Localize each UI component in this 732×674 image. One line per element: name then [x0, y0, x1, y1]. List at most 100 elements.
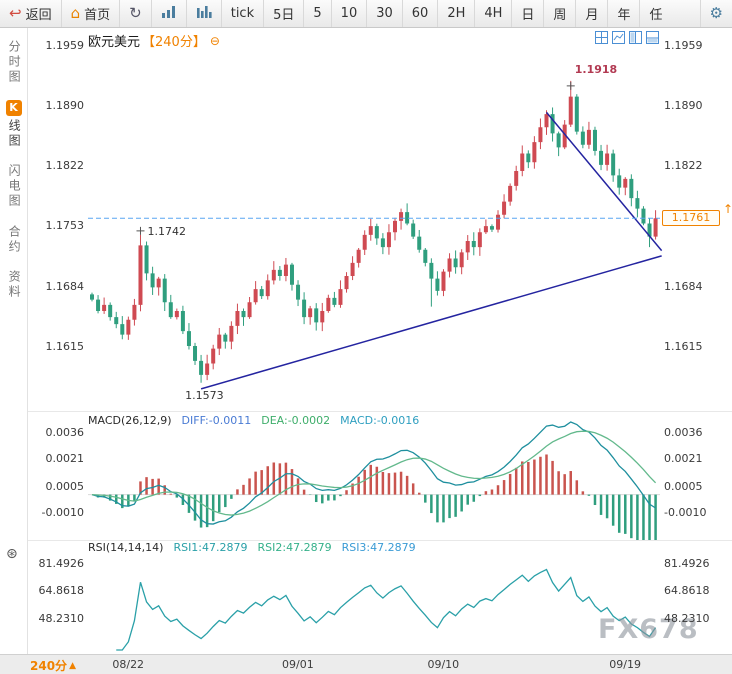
candle-body: [150, 273, 155, 288]
candle-body: [314, 308, 319, 323]
candle-body: [393, 220, 397, 233]
candle-body: [605, 153, 610, 165]
candle-body: [502, 201, 507, 215]
period-week-button[interactable]: 周: [543, 0, 575, 27]
axis-tick-label: 64.8618: [664, 584, 710, 598]
sidebar-item-contract[interactable]: 合约: [0, 225, 27, 258]
candle-body: [229, 325, 234, 342]
candle-body: [599, 150, 604, 165]
period-10-button[interactable]: 10: [330, 0, 367, 27]
sidebar-item-label: 分时图: [7, 40, 22, 85]
candle-body: [429, 262, 434, 279]
candle-body: [144, 245, 149, 274]
period-60-button[interactable]: 60: [401, 0, 438, 27]
footer-period-selector[interactable]: 240分 ▲: [30, 657, 76, 674]
axis-tick-label: 1.1822: [45, 158, 85, 172]
candle-body: [96, 299, 101, 311]
candle-body: [586, 129, 591, 145]
collapse-icon[interactable]: ⊖: [209, 33, 220, 48]
bottom-bar: 240分 ▲ 08/22 09/01 09/10 09/19: [0, 654, 732, 674]
layout-chart-icon[interactable]: [612, 30, 626, 44]
back-button[interactable]: ↩ 返回: [0, 0, 61, 27]
candle-body: [550, 114, 555, 134]
candle-body: [247, 302, 252, 318]
candle-body: [320, 311, 325, 323]
price-annotation-spike: 1.1742: [147, 224, 186, 238]
candle-body: [399, 212, 404, 221]
chart-canvas[interactable]: [28, 28, 732, 654]
home-button[interactable]: ⌂ 首页: [60, 0, 120, 27]
period-year-button[interactable]: 年: [607, 0, 639, 27]
candle-body: [417, 236, 422, 250]
sidebar-item-timeshare[interactable]: 分时图: [0, 40, 27, 88]
layout-panel-icon[interactable]: [646, 30, 660, 44]
footer-period-label: 240分: [30, 659, 68, 673]
period-month-button[interactable]: 月: [575, 0, 607, 27]
trendline: [545, 111, 663, 252]
candle-body: [556, 133, 561, 148]
period-custom-button[interactable]: 任: [639, 0, 671, 27]
candle-body: [308, 308, 313, 318]
sidebar-item-info[interactable]: 资料: [0, 270, 27, 303]
axis-tick-label: 1.1959: [664, 39, 703, 52]
sidebar-item-kline[interactable]: K 线图: [0, 100, 27, 152]
toolbar: ↩ 返回 ⌂ 首页 ↻ tick 5日 5 10 30 60 2H 4H 日 周: [0, 0, 732, 28]
sidebar-item-label: 闪电图: [7, 164, 22, 210]
kline-bars-icon: [161, 5, 177, 23]
layout-split-icon[interactable]: [629, 30, 643, 44]
candle-body: [138, 245, 143, 305]
candle-body: [380, 238, 385, 248]
volume-chart-type-button[interactable]: [185, 0, 221, 27]
axis-tick-label: 1.1615: [45, 340, 85, 353]
period-4h-button[interactable]: 4H: [474, 0, 511, 27]
volume-bars-icon: [196, 5, 212, 23]
candle-body: [647, 223, 652, 237]
candle-body: [259, 289, 264, 297]
candle-body: [368, 226, 373, 235]
layout-grid-icon[interactable]: [595, 30, 609, 44]
back-label: 返回: [25, 8, 52, 23]
macd-diff-value: DIFF:-0.0011: [181, 414, 252, 427]
period-day-button[interactable]: 日: [511, 0, 543, 27]
current-price-badge: 1.1761: [662, 210, 720, 227]
candle-body: [217, 334, 222, 349]
candle-body: [405, 212, 410, 224]
axis-tick-label: 48.2310: [664, 611, 710, 625]
candle-body: [508, 185, 513, 202]
axis-tick-label: 1.1890: [45, 99, 85, 113]
candle-body: [235, 311, 240, 326]
candle-body: [538, 127, 543, 143]
sidebar-item-lightning[interactable]: 闪电图: [0, 164, 27, 212]
period-5d-button[interactable]: 5日: [263, 0, 303, 27]
refresh-button[interactable]: ↻: [119, 0, 151, 27]
home-label: 首页: [84, 8, 111, 23]
macd-dea-value: DEA:-0.0002: [261, 414, 331, 427]
candle-body: [174, 311, 179, 318]
sidebar-item-label: 线图: [7, 119, 22, 150]
indicator-settings-icon[interactable]: ⊛: [6, 546, 18, 562]
period-2h-button[interactable]: 2H: [437, 0, 474, 27]
candle-body: [411, 223, 416, 237]
axis-tick-label: 0.0021: [45, 452, 85, 466]
period-5-button[interactable]: 5: [303, 0, 330, 27]
axis-tick-label: 0.0005: [45, 479, 85, 493]
period-tick-button[interactable]: tick: [220, 0, 263, 27]
candle-body: [611, 153, 616, 176]
back-icon: ↩: [9, 4, 22, 22]
candle-body: [162, 278, 167, 303]
candle-body: [344, 276, 349, 290]
candle-body: [296, 284, 301, 300]
settings-button[interactable]: ⚙: [699, 0, 732, 27]
candle-body: [617, 175, 622, 188]
period-30-button[interactable]: 30: [366, 0, 402, 27]
rsi2-value: RSI2:47.2879: [257, 541, 332, 554]
rsi1-value: RSI1:47.2879: [173, 541, 248, 554]
kline-chart-type-button[interactable]: [150, 0, 186, 27]
candle-body: [514, 171, 519, 186]
candle-body: [453, 258, 458, 268]
axis-tick-label: 1.1822: [664, 158, 703, 172]
x-axis-label: 09/19: [609, 658, 641, 671]
x-axis-label: 09/10: [427, 658, 460, 671]
up-triangle-icon: ▲: [69, 660, 76, 671]
candle-body: [102, 304, 107, 311]
